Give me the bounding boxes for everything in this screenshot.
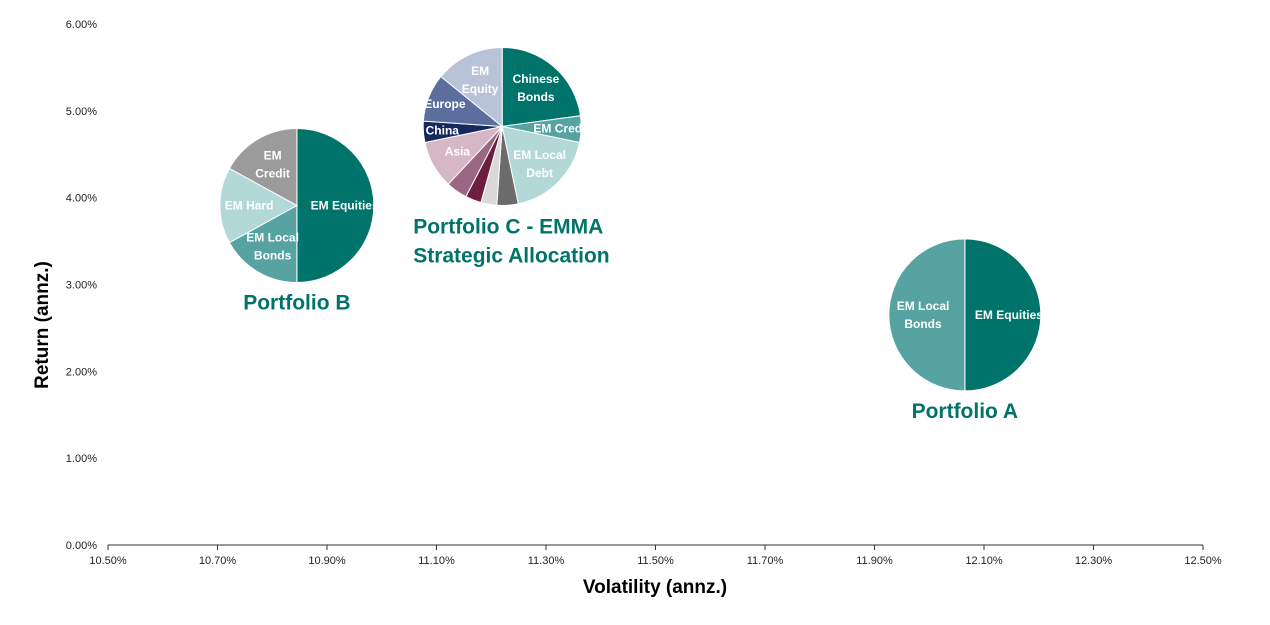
x-tick-label: 11.90% [856, 555, 893, 567]
slice-label: Chinese Bonds [513, 72, 560, 104]
pie-slice [964, 238, 1042, 392]
x-tick-label: 10.50% [89, 555, 127, 567]
x-tick-label: 11.50% [637, 555, 674, 567]
slice-label: Asia [445, 145, 471, 159]
slice-label: Europe [424, 97, 466, 111]
x-tick-label: 11.70% [747, 555, 784, 567]
pie-slice [296, 127, 375, 283]
x-tick-label: 10.70% [199, 555, 237, 567]
slice-label: EM Equities [311, 198, 379, 212]
slice-label: EM Equities [975, 308, 1043, 322]
portfolio-label: Portfolio A [912, 400, 1019, 423]
pie-slice [228, 127, 298, 207]
slice-label: EM Credit [255, 148, 290, 180]
slice-label: EM Local Bonds [897, 299, 950, 331]
y-tick-label: 4.00% [66, 193, 97, 205]
pie-portfolio-c-emma-strategic-allocation: Chinese Bonds EM Credit EM Local Debt Asia Chi… [413, 46, 610, 267]
x-tick-label: 10.90% [308, 555, 346, 567]
y-axis-title: Return (annz.) [32, 261, 53, 389]
y-tick-label: 0.00% [66, 540, 97, 552]
pie-slice [501, 125, 581, 205]
slice-label: China [426, 124, 460, 138]
pie-slice [888, 238, 966, 392]
y-tick-label: 3.00% [66, 280, 97, 292]
portfolio-label: Portfolio C - EMMA Strategic Allocation [413, 215, 609, 267]
portfolio-label: Portfolio B [243, 291, 350, 314]
pie-portfolio-a: EM Equities EM Local Bonds Portfolio A [888, 238, 1043, 423]
slice-label: EM Local Bonds [246, 231, 299, 263]
x-tick-label: 11.10% [418, 555, 455, 567]
y-tick-label: 5.00% [66, 106, 97, 118]
axes: 10.50% 10.70% 10.90% 11.10% 11.30% 11.50% 11.7… [66, 19, 1222, 567]
y-tick-label: 2.00% [66, 366, 97, 378]
y-tick-label: 6.00% [66, 19, 97, 31]
pie-portfolio-b: EM Equities EM Local Bonds EM Hard EM Credit P… [219, 127, 379, 314]
slice-label: EM Credit [533, 121, 589, 135]
pie-slice [228, 204, 298, 283]
x-tick-label: 12.30% [1075, 555, 1113, 567]
pie-slice [440, 46, 503, 128]
pie-slice [219, 167, 298, 244]
y-tick-label: 1.00% [66, 453, 97, 465]
pie-slice [501, 46, 582, 128]
x-tick-label: 12.50% [1184, 555, 1222, 567]
x-tick-label: 12.10% [965, 555, 1003, 567]
slice-label: EM Local Debt [513, 148, 566, 180]
slice-label: EM Equity [462, 64, 499, 96]
x-tick-label: 11.30% [528, 555, 565, 567]
x-axis-title: Volatility (annz.) [583, 577, 727, 598]
slice-label: EM Hard [225, 198, 274, 212]
